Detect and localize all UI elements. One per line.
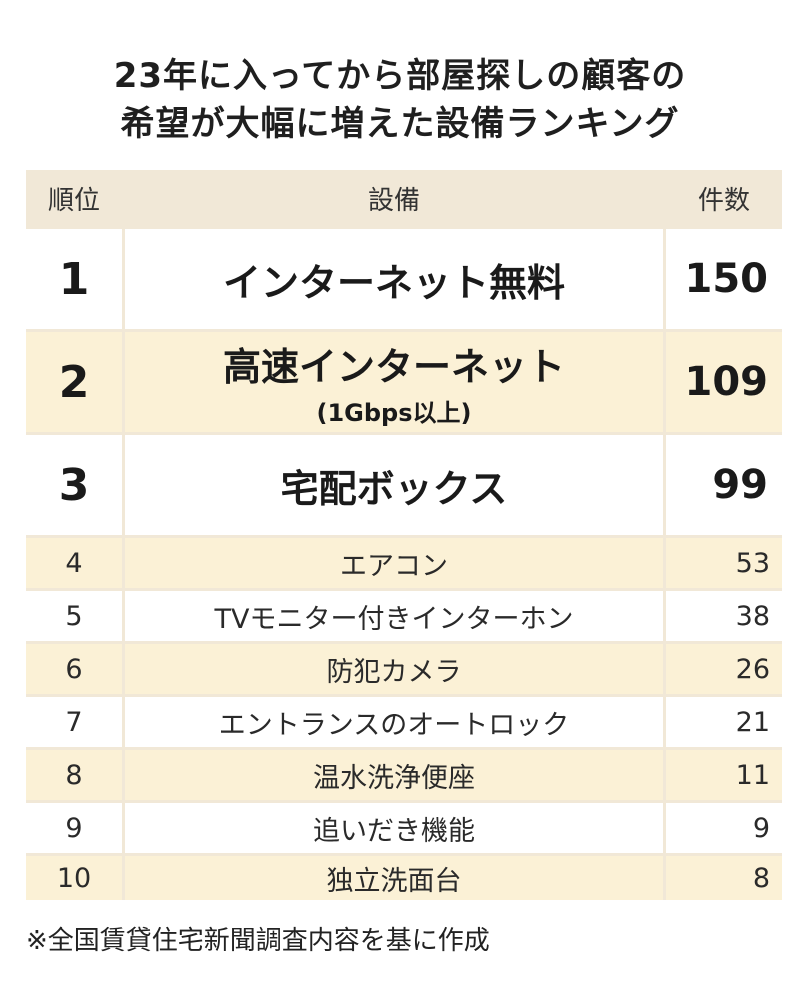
feature-cell: 宅配ボックス [125, 435, 663, 535]
rank-cell: 4 [26, 538, 122, 588]
header-feature: 設備 [367, 185, 420, 216]
rank-cell: 9 [26, 803, 122, 853]
feature-cell: 追いだき機能 [125, 803, 663, 853]
header-rank: 順位 [47, 185, 100, 216]
feature-sublabel: (1Gbps以上) [316, 399, 472, 427]
feature-label: エントランスのオートロック [218, 709, 570, 741]
feature-label: 高速インターネット [222, 345, 565, 389]
feature-label: 防犯カメラ [326, 656, 462, 688]
count-cell: 53 [666, 538, 782, 588]
rank-cell: 1 [26, 229, 122, 329]
feature-cell: インターネット無料 [125, 229, 663, 329]
feature-label: インターネット無料 [222, 260, 565, 305]
ranking-table: 順位 設備 件数 1 インターネット無料 150 2 高速インターネット (1Gbps以上… [26, 170, 782, 900]
table-row: 7 エントランスのオートロック 21 [26, 697, 782, 747]
rank-cell: 10 [26, 856, 122, 900]
title-line-2: 希望が大幅に増えた設備ランキング [120, 104, 680, 144]
count-cell: 26 [666, 644, 782, 694]
count-cell: 150 [666, 229, 782, 329]
feature-cell: 高速インターネット (1Gbps以上) [125, 332, 663, 432]
feature-cell: エアコン [125, 538, 663, 588]
feature-cell: 防犯カメラ [125, 644, 663, 694]
table-row: 5 TVモニター付きインターホン 38 [26, 591, 782, 641]
chart-title: 23年に入ってから部屋探しの顧客の 希望が大幅に増えた設備ランキング [0, 52, 800, 148]
table-row: 10 独立洗面台 8 [26, 856, 782, 900]
footnote: ※全国賃貸住宅新聞調査内容を基に作成 [26, 926, 490, 956]
count-cell: 8 [666, 856, 782, 900]
feature-cell: TVモニター付きインターホン [125, 591, 663, 641]
rank-cell: 3 [26, 435, 122, 535]
table-row: 9 追いだき機能 9 [26, 803, 782, 853]
title-line-1: 23年に入ってから部屋探しの顧客の [113, 56, 687, 96]
header-count: 件数 [697, 185, 750, 216]
count-cell: 99 [666, 435, 782, 535]
feature-cell: エントランスのオートロック [125, 697, 663, 747]
table-row: 2 高速インターネット (1Gbps以上) 109 [26, 332, 782, 432]
feature-label: 温水洗浄便座 [313, 762, 475, 794]
table-row: 4 エアコン 53 [26, 538, 782, 588]
count-cell: 38 [666, 591, 782, 641]
feature-cell: 独立洗面台 [125, 856, 663, 900]
rank-cell: 5 [26, 591, 122, 641]
table-row: 6 防犯カメラ 26 [26, 644, 782, 694]
feature-label: エアコン [340, 550, 448, 582]
table-header-row: 順位 設備 件数 [26, 170, 782, 226]
table-row: 1 インターネット無料 150 [26, 229, 782, 329]
feature-label: 宅配ボックス [280, 466, 508, 511]
rank-cell: 7 [26, 697, 122, 747]
feature-label: TVモニター付きインターホン [214, 603, 574, 635]
count-cell: 21 [666, 697, 782, 747]
table-row: 8 温水洗浄便座 11 [26, 750, 782, 800]
feature-label: 追いだき機能 [313, 815, 475, 847]
rank-cell: 6 [26, 644, 122, 694]
rank-cell: 2 [26, 332, 122, 432]
count-cell: 11 [666, 750, 782, 800]
table-row: 3 宅配ボックス 99 [26, 435, 782, 535]
count-cell: 109 [666, 332, 782, 432]
feature-cell: 温水洗浄便座 [125, 750, 663, 800]
rank-cell: 8 [26, 750, 122, 800]
feature-label: 独立洗面台 [326, 865, 462, 897]
count-cell: 9 [666, 803, 782, 853]
